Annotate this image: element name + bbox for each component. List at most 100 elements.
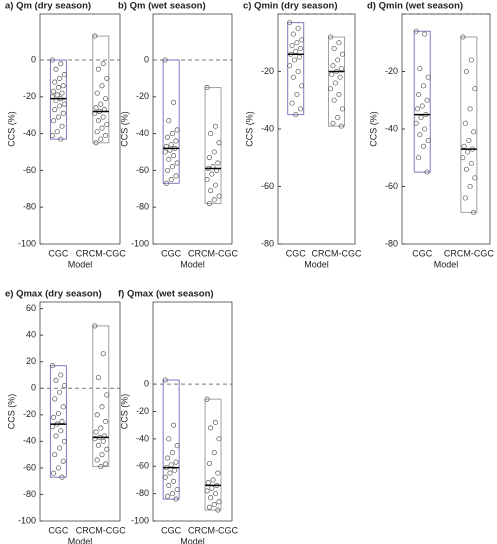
point <box>418 114 424 121</box>
point <box>94 90 100 96</box>
point <box>167 470 173 476</box>
point <box>472 86 478 92</box>
y-tick-label: -20 <box>261 66 274 76</box>
point <box>51 470 57 476</box>
point <box>103 461 109 467</box>
point <box>100 438 106 444</box>
x-tick-label: CRCM-CGC <box>444 248 494 258</box>
point <box>472 175 478 181</box>
point <box>297 106 304 112</box>
x-axis-label: Model <box>180 259 205 269</box>
point <box>335 57 341 63</box>
y-tick-label: -40 <box>136 128 149 138</box>
point <box>165 134 171 140</box>
x-axis-label: Model <box>68 259 93 269</box>
point <box>420 143 426 149</box>
point <box>59 418 65 425</box>
point <box>206 504 212 510</box>
point <box>417 66 423 72</box>
point <box>211 502 217 508</box>
point <box>100 114 106 120</box>
x-tick-label: CGC <box>286 248 307 258</box>
point <box>468 160 474 167</box>
y-tick-label: 20 <box>26 356 36 366</box>
x-tick-label: CRCM-CGC <box>76 248 126 258</box>
point <box>166 482 172 488</box>
point <box>162 57 168 63</box>
point <box>461 143 467 149</box>
panel-title: d) Qmin (wet season) <box>367 1 463 12</box>
point <box>99 83 105 89</box>
point <box>59 123 65 129</box>
point <box>52 452 58 458</box>
point <box>58 61 64 67</box>
point <box>53 433 59 439</box>
point <box>98 101 104 107</box>
point <box>332 80 338 86</box>
point <box>95 118 101 124</box>
point <box>58 136 64 142</box>
x-axis-label: Model <box>68 536 93 544</box>
point <box>416 155 422 161</box>
point <box>208 425 214 431</box>
point <box>290 31 296 37</box>
y-tick-label: -20 <box>385 66 398 76</box>
point <box>208 188 214 194</box>
point <box>92 33 98 39</box>
y-tick-label: -80 <box>136 488 149 498</box>
point <box>92 323 98 329</box>
point <box>59 90 65 96</box>
point <box>92 436 98 442</box>
y-tick-label: -80 <box>23 489 36 499</box>
point <box>290 74 296 80</box>
x-tick-label: CRCM-CGC <box>188 248 238 258</box>
panel: d) Qmin (wet season) -80 -60 -40 -20 CGC CRCM-… <box>367 1 494 270</box>
y-tick-label: -20 <box>136 406 149 416</box>
point <box>206 200 212 207</box>
y-tick-label: 0 <box>31 54 36 64</box>
point <box>98 136 104 142</box>
point <box>95 375 101 381</box>
point <box>61 438 67 444</box>
point <box>289 100 295 106</box>
point <box>466 137 472 144</box>
point <box>60 404 66 410</box>
point <box>104 121 110 127</box>
point <box>60 83 66 89</box>
point <box>173 496 179 502</box>
point <box>209 171 215 177</box>
y-tick-label: -80 <box>136 202 149 212</box>
point <box>330 120 336 126</box>
y-tick-label: -40 <box>23 436 36 446</box>
point <box>211 149 217 155</box>
point <box>57 75 63 81</box>
point <box>205 480 211 486</box>
panel-title: f) Qmax (wet season) <box>118 289 214 300</box>
y-axis-label: CCS (%) <box>119 394 129 430</box>
point <box>57 103 63 109</box>
panel-title: b) Qm (wet season) <box>118 1 206 12</box>
point <box>206 460 212 467</box>
y-tick-label: -40 <box>261 123 274 133</box>
y-tick-label: -20 <box>23 409 36 419</box>
point <box>419 103 425 109</box>
point <box>94 129 100 135</box>
panel: b) Qm (wet season) -100 -80 -60 -40 -20 0 CGC CR… <box>118 1 239 270</box>
point <box>55 410 61 417</box>
panel: f) Qmax (wet season) -100 -80 -60 -40 -20 0 CGC… <box>118 289 239 544</box>
axes-frame <box>39 301 121 522</box>
y-tick-label: -100 <box>131 515 149 525</box>
point <box>54 129 60 135</box>
point <box>162 149 168 155</box>
point <box>61 383 67 389</box>
point <box>212 491 218 497</box>
point <box>471 129 477 135</box>
point <box>299 83 305 89</box>
range-box <box>92 35 110 144</box>
point <box>331 45 337 52</box>
point <box>216 499 222 505</box>
point <box>100 61 106 67</box>
point <box>216 436 222 442</box>
point <box>53 66 59 72</box>
